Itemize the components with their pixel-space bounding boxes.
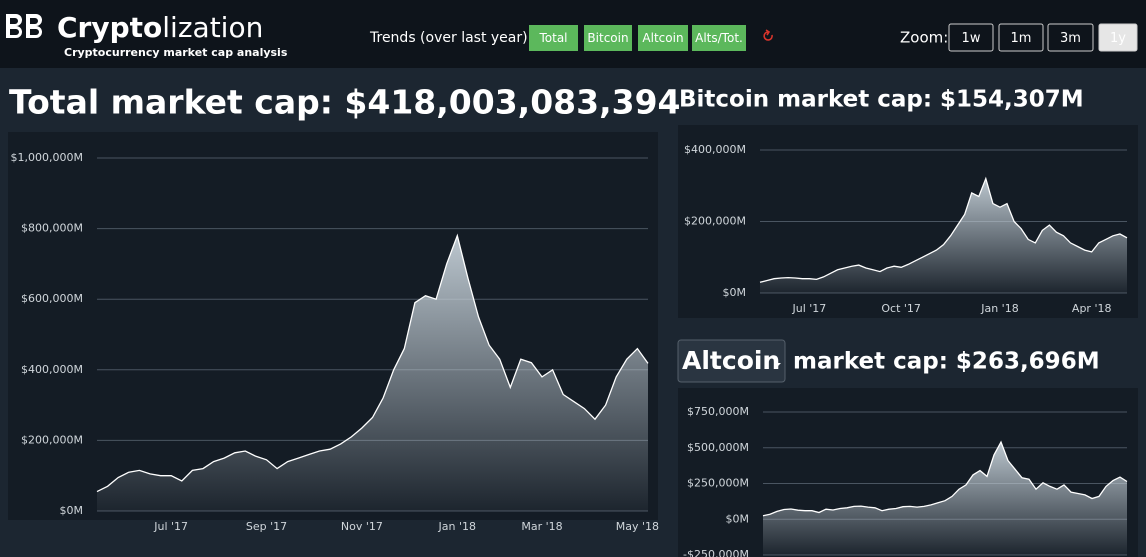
zoom-button-label[interactable]: 1w [962, 31, 981, 46]
y-tick-label: $400,000M [684, 143, 746, 156]
y-tick-label: $1,000,000M [11, 151, 83, 164]
logo-icon [6, 14, 42, 38]
trend-button[interactable] [692, 25, 746, 51]
chart-title: market cap: $263,696M [793, 349, 1100, 375]
x-tick-label: Apr '18 [1072, 302, 1112, 315]
y-tick-label: $600,000M [21, 292, 83, 305]
y-tick-label: $0M [726, 512, 750, 525]
y-tick-label: $0M [60, 504, 84, 517]
dropdown-caret [775, 363, 781, 366]
brand-bold: Crypto [57, 11, 162, 44]
area [97, 235, 648, 511]
refresh-icon[interactable] [763, 29, 773, 41]
trends-label: Trends (over last year): [369, 30, 532, 46]
y-tick-label: $250,000M [687, 477, 749, 490]
y-tick-label: $500,000M [687, 441, 749, 454]
brand-rest: lization [162, 11, 263, 44]
y-tick-label: $400,000M [21, 363, 83, 376]
x-tick-label: Jan '18 [980, 302, 1018, 315]
y-tick-label: $800,000M [21, 222, 83, 235]
x-tick-label: Oct '17 [881, 302, 921, 315]
y-tick-label: $200,000M [684, 215, 746, 228]
zoom-button-label[interactable]: 1m [1011, 31, 1032, 46]
zoom-label: Zoom: [900, 29, 948, 47]
zoom-button-label[interactable]: 1y [1110, 31, 1126, 46]
chart-title: Total market cap: $418,003,083,394 [9, 83, 681, 122]
altcoin-dropdown[interactable] [677, 339, 786, 383]
trend-button-label[interactable]: Altcoin [642, 31, 683, 45]
y-tick-label: -$250,000M [683, 548, 749, 557]
x-tick-label: Jul '17 [792, 302, 827, 315]
chart-title: Bitcoin market cap: $154,307M [679, 87, 1084, 113]
line [96, 233, 649, 493]
area [763, 442, 1127, 555]
zoom-button[interactable] [998, 23, 1044, 52]
y-tick-label: $750,000M [687, 405, 749, 418]
x-tick-label: Nov '17 [341, 520, 383, 533]
x-tick-label: Sep '17 [246, 520, 287, 533]
area [760, 178, 1127, 293]
trend-button[interactable] [584, 25, 632, 51]
trend-button-label[interactable]: Total [538, 31, 567, 45]
trend-button-label[interactable]: Bitcoin [587, 31, 628, 45]
y-tick-label: $200,000M [21, 433, 83, 446]
zoom-button[interactable] [948, 23, 994, 52]
line [759, 176, 1128, 283]
zoom-button[interactable] [1098, 23, 1138, 52]
trend-button-label[interactable]: Alts/Tot. [695, 31, 743, 45]
x-tick-label: Jul '17 [153, 520, 188, 533]
x-tick-label: May '18 [616, 520, 659, 533]
brand: Cryptolization [57, 11, 263, 44]
zoom-button-label[interactable]: 3m [1060, 31, 1081, 46]
x-tick-label: Mar '18 [521, 520, 562, 533]
altcoin-selector[interactable]: Altcoin [682, 346, 780, 375]
x-tick-label: Jan '18 [438, 520, 476, 533]
trend-button[interactable] [529, 25, 578, 51]
line [762, 440, 1128, 517]
zoom-button[interactable] [1047, 23, 1094, 52]
y-tick-label: $0M [723, 286, 747, 299]
tagline: Cryptocurrency market cap analysis [64, 46, 288, 59]
trend-button[interactable] [638, 25, 688, 51]
